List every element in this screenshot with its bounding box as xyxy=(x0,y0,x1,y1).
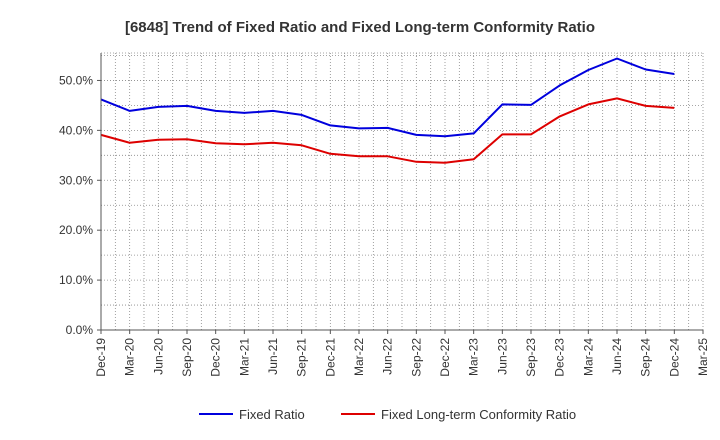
x-tick-label: Dec-19 xyxy=(94,338,108,377)
legend-label-fixed-ratio: Fixed Ratio xyxy=(239,407,305,422)
chart-title: [6848] Trend of Fixed Ratio and Fixed Lo… xyxy=(125,19,595,36)
x-tick-label: Jun-23 xyxy=(495,338,509,375)
x-tick-label: Jun-20 xyxy=(151,338,165,375)
x-tick-label: Dec-21 xyxy=(323,338,337,377)
x-tick-label: Dec-24 xyxy=(667,338,681,377)
series-line-fixed-long-term-conformity-ratio xyxy=(100,97,675,164)
x-tick-label: Mar-23 xyxy=(467,338,481,376)
y-tick-label: 20.0% xyxy=(59,223,93,237)
x-tick-label: Mar-21 xyxy=(237,338,251,376)
axes: 0.0% 10.0% 20.0% 30.0% 40.0% 50.0% Dec-19 Mar-2… xyxy=(59,52,710,377)
legend-label-fixed-long-term-conformity-ratio: Fixed Long-term Conformity Ratio xyxy=(381,407,576,422)
x-tick-label: Sep-20 xyxy=(180,338,194,377)
x-tick-label: Jun-21 xyxy=(266,338,280,375)
x-tick-label: Dec-22 xyxy=(438,338,452,377)
x-tick-label: Sep-24 xyxy=(639,338,653,377)
x-tick-label: Mar-20 xyxy=(123,338,137,376)
x-tick-label: Sep-23 xyxy=(524,338,538,377)
y-tick-label: 50.0% xyxy=(59,73,93,87)
x-tick-label: Mar-24 xyxy=(581,338,595,376)
x-tick-label: Dec-23 xyxy=(553,338,567,377)
x-tick-label: Mar-25 xyxy=(696,338,710,376)
x-tick-label: Mar-22 xyxy=(352,338,366,376)
x-tick-label: Jun-24 xyxy=(610,338,624,375)
x-tick-label: Dec-20 xyxy=(209,338,223,377)
x-tick-label: Sep-22 xyxy=(409,338,423,377)
legend: Fixed Ratio Fixed Long-term Conformity Ra… xyxy=(199,407,576,422)
series-line-fixed-ratio xyxy=(100,57,675,138)
x-tick-label: Sep-21 xyxy=(295,338,309,377)
y-tick-label: 0.0% xyxy=(66,323,94,337)
grid xyxy=(101,53,703,330)
y-tick-label: 10.0% xyxy=(59,273,93,287)
x-tick-label: Jun-22 xyxy=(381,338,395,375)
series-layer xyxy=(100,57,675,164)
y-tick-label: 40.0% xyxy=(59,123,93,137)
y-tick-label: 30.0% xyxy=(59,173,93,187)
